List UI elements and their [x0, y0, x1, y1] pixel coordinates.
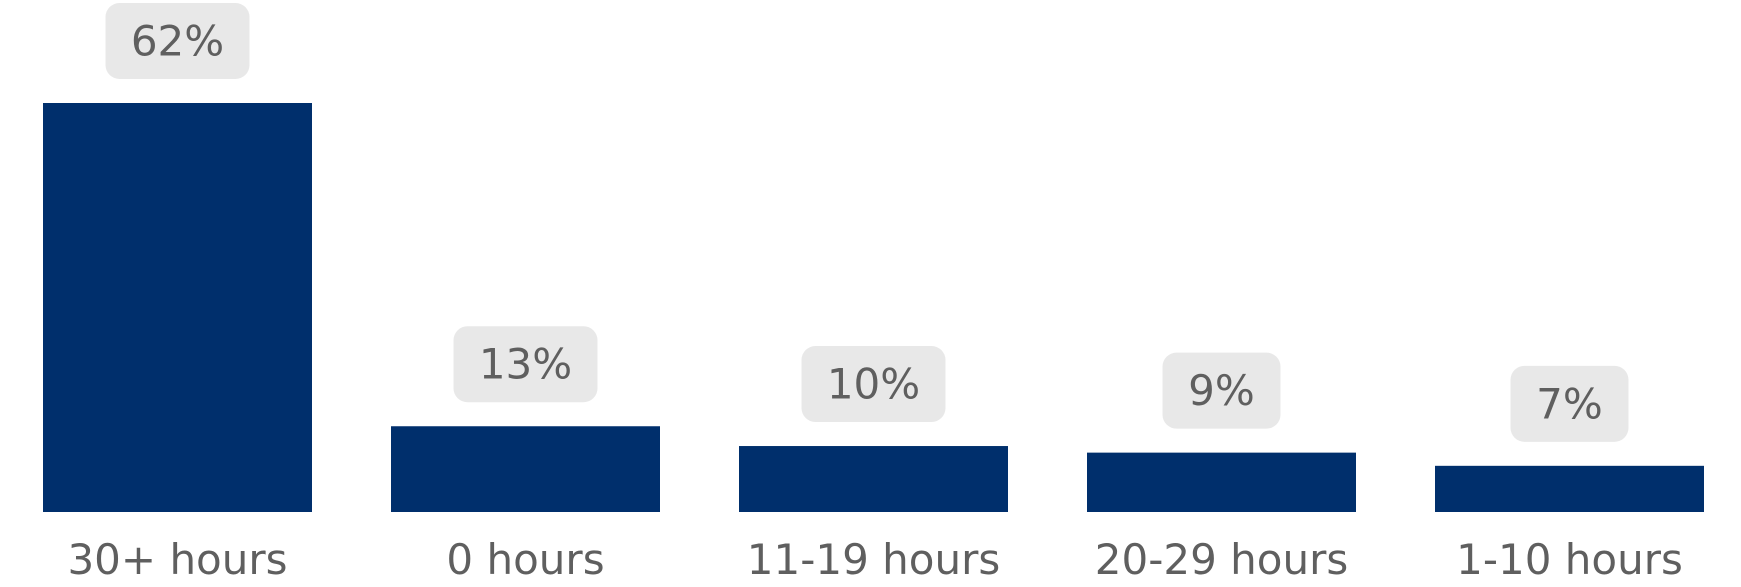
data-label-4: 7% — [1536, 379, 1603, 428]
data-labels-group: 62% 13% 10% 9% 7% — [131, 17, 1603, 429]
bars-group — [43, 103, 1704, 512]
data-label-box-4 — [1510, 365, 1629, 442]
data-label-0: 62% — [131, 17, 224, 66]
category-label-3: 20-29 hours — [1095, 535, 1348, 584]
bar-2 — [739, 446, 1008, 512]
data-label-3: 9% — [1188, 366, 1255, 415]
data-label-box-2 — [801, 346, 946, 423]
data-label-2: 10% — [827, 360, 920, 409]
category-label-1: 0 hours — [446, 535, 604, 584]
bar-3 — [1087, 452, 1356, 512]
category-label-4: 1-10 hours — [1456, 535, 1683, 584]
data-label-box-3 — [1162, 352, 1281, 429]
bar-1 — [391, 426, 660, 512]
data-label-1: 13% — [479, 340, 572, 389]
category-labels-group: 30+ hours 0 hours 11-19 hours 20-29 hours 1-… — [67, 535, 1682, 584]
bar-0 — [43, 103, 312, 512]
data-label-box-1 — [453, 326, 598, 403]
category-label-2: 11-19 hours — [747, 535, 1000, 584]
data-label-boxes — [105, 3, 1629, 442]
bar-4 — [1435, 465, 1704, 512]
data-label-box-0 — [105, 3, 250, 79]
category-label-0: 30+ hours — [67, 535, 287, 584]
